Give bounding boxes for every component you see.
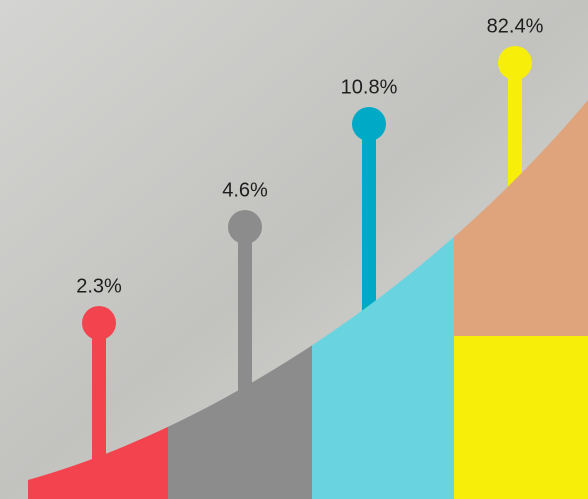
percent-label: 10.8% — [341, 76, 398, 98]
pin-stem — [362, 124, 376, 340]
area-block — [454, 336, 588, 499]
pin-head — [82, 306, 116, 340]
percent-label: 82.4% — [487, 15, 544, 37]
pins — [82, 46, 532, 470]
pin-stem — [238, 227, 252, 420]
percent-label: 4.6% — [222, 179, 268, 201]
pin-head — [228, 210, 262, 244]
labels: 2.3% 4.6% 10.8% 82.4% — [76, 15, 543, 297]
pin-head — [352, 107, 386, 141]
percent-label: 2.3% — [76, 275, 122, 297]
pin-stem — [92, 323, 106, 470]
pin-head — [498, 46, 532, 80]
